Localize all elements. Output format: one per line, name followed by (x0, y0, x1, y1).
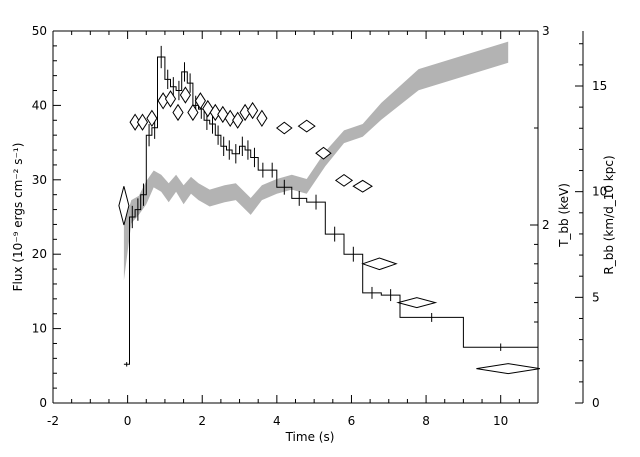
x-tick-label: -2 (47, 414, 59, 428)
temperature-diamond (476, 363, 540, 375)
temperature-diamond (315, 146, 332, 160)
y-tick-label: 30 (32, 173, 47, 187)
r-tick-label: 0 (592, 396, 600, 410)
temperature-diamond (136, 113, 149, 131)
radius-band (123, 41, 509, 281)
x-tick-label: 6 (348, 414, 356, 428)
temperature-diamond (297, 119, 316, 133)
right-axis-r-label: R_bb (km/d_10 kpc) (602, 155, 616, 274)
y-tick-label: 0 (39, 396, 47, 410)
y-tick-label: 40 (32, 98, 47, 112)
t-tick-label: 3 (542, 24, 550, 38)
y-tick-label: 10 (32, 322, 47, 336)
temperature-diamonds-layer (118, 86, 540, 375)
axes-layer (52, 30, 584, 404)
temperature-diamond (361, 257, 398, 271)
temperature-diamond (146, 109, 158, 128)
temperature-diamond (164, 90, 177, 108)
temperature-diamond (232, 111, 244, 129)
x-tick-label: 2 (198, 414, 206, 428)
x-axis-label: Time (s) (285, 430, 335, 444)
y-tick-label: 50 (32, 24, 47, 38)
r-tick-label: 15 (592, 79, 607, 93)
radius-band-layer (123, 41, 509, 281)
temperature-diamond (352, 179, 373, 193)
x-tick-label: 8 (422, 414, 430, 428)
temperature-diamond (396, 297, 438, 309)
x-tick-label: 4 (273, 414, 281, 428)
temperature-diamond (194, 92, 206, 110)
y-axis-label: Flux (10⁻⁹ ergs cm⁻² s⁻¹) (11, 143, 25, 292)
x-tick-label: 10 (493, 414, 508, 428)
temperature-diamond (334, 173, 354, 187)
temperature-diamond (256, 109, 268, 128)
temperature-diamond (275, 121, 293, 135)
right-axis-t-label: T_bb (keV) (557, 183, 571, 248)
temperature-diamond (118, 186, 130, 226)
r-tick-label: 10 (592, 185, 607, 199)
temperature-diamond (179, 86, 191, 104)
temperature-diamond (187, 103, 199, 122)
t-tick-label: 2 (542, 218, 550, 232)
flux-histogram-line (123, 56, 538, 365)
temperature-diamond (247, 101, 259, 120)
x-tick-label: 0 (124, 414, 132, 428)
y-tick-label: 20 (32, 247, 47, 261)
r-tick-label: 5 (592, 290, 600, 304)
temperature-diamond (172, 103, 184, 122)
